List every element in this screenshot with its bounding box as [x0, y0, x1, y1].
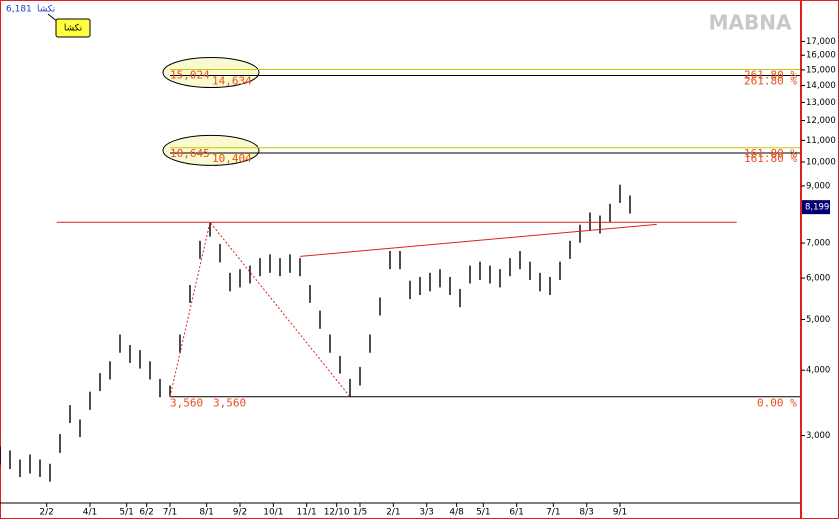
level-ellipse — [162, 56, 260, 88]
level-ellipse — [162, 134, 260, 166]
x-tick-label: 8/3 — [579, 508, 593, 518]
y-tick-label: 7,000 — [806, 239, 830, 249]
x-tick-label: 1/5 — [353, 508, 367, 518]
level-label: 10,645 — [170, 147, 210, 160]
y-tick-label: 6,000 — [806, 274, 830, 284]
trend-line — [299, 223, 657, 257]
y-tick-label: 15,000 — [806, 65, 836, 75]
last-price-box — [802, 200, 830, 215]
y-tick-label: 5,000 — [806, 315, 830, 325]
x-tick-label: 6/2 — [139, 508, 153, 518]
header-symbol: نکشا — [37, 5, 55, 15]
level-label: 10,404 — [212, 152, 252, 165]
level-label: 15,024 — [170, 69, 210, 82]
level-label: 261.80 % — [744, 74, 797, 87]
y-tick-label: 14,000 — [806, 81, 836, 91]
level-label: 161.80 % — [744, 152, 797, 165]
y-tick-label: 11,000 — [806, 136, 836, 146]
level-label: 14,634 — [212, 74, 252, 87]
header-value: 6,181 — [6, 5, 32, 15]
symbol-tag-text: نکشا — [64, 24, 82, 34]
x-tick-label: 8/1 — [199, 508, 213, 518]
x-tick-label: 4/1 — [83, 508, 97, 518]
y-tick-label: 3,000 — [806, 431, 830, 441]
x-tick-label: 9/1 — [613, 508, 627, 518]
level-label: 261.80 % — [744, 69, 797, 82]
level-label: 161.80 % — [744, 147, 797, 160]
y-tick-label: 12,000 — [806, 116, 836, 126]
x-tick-label: 5/1 — [476, 508, 490, 518]
x-tick-label: 2/1 — [386, 508, 400, 518]
x-tick-label: 2/2 — [39, 508, 53, 518]
x-tick-label: 9/2 — [233, 508, 247, 518]
y-tick-label: 13,000 — [806, 98, 836, 108]
x-tick-label: 4/8 — [449, 508, 464, 518]
x-tick-label: 11/1 — [297, 508, 317, 518]
trend-line — [169, 221, 351, 398]
level-label: 3,560 — [213, 397, 246, 410]
x-tick-label: 10/1 — [263, 508, 283, 518]
x-tick-label: 6/1 — [509, 508, 523, 518]
x-tick-label: 7/1 — [546, 508, 560, 518]
x-tick-label: 12/10 — [324, 508, 350, 518]
symbol-tag — [55, 18, 91, 38]
last-price-label: 8,199 — [805, 203, 829, 213]
y-tick-label: 10,000 — [806, 158, 836, 168]
level-label: 3,560 — [170, 397, 203, 410]
y-tick-label: 4,000 — [806, 366, 830, 376]
x-tick-label: 3/3 — [419, 508, 433, 518]
y-tick-label: 9,000 — [806, 181, 830, 191]
x-tick-label: 5/1 — [119, 508, 133, 518]
y-tick-label: 16,000 — [806, 51, 836, 61]
y-tick-label: 17,000 — [806, 37, 836, 47]
level-label: 0.00 % — [757, 397, 797, 410]
watermark: MABNA — [709, 11, 792, 35]
x-tick-label: 7/1 — [163, 508, 177, 518]
